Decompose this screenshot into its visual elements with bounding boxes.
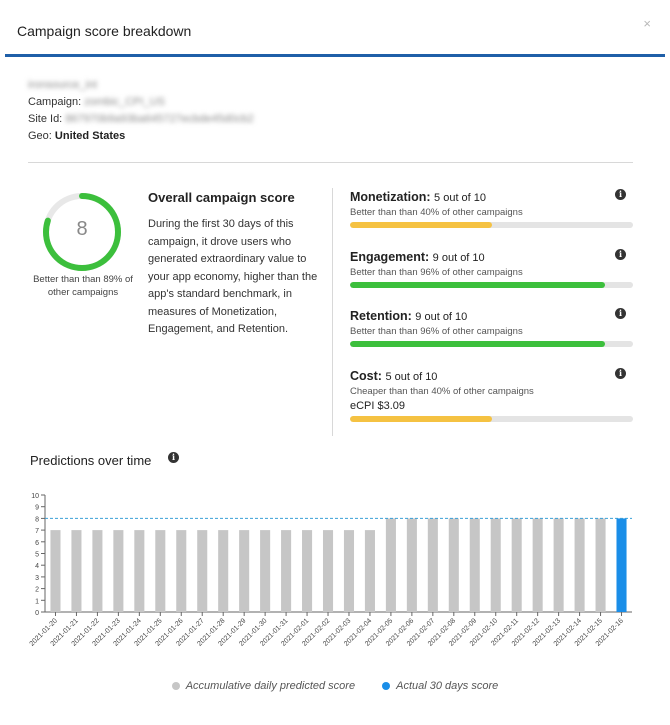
metric-name: Retention: bbox=[350, 309, 412, 323]
info-icon[interactable]: i bbox=[615, 308, 626, 319]
metric-bar bbox=[350, 222, 633, 228]
metric-comparison: Better than than 96% of other campaigns bbox=[350, 326, 523, 337]
section-divider bbox=[28, 162, 633, 163]
campaign-label: Campaign: bbox=[28, 96, 82, 108]
y-tick-label: 1 bbox=[35, 598, 39, 605]
bar-predicted bbox=[469, 518, 480, 612]
modal-title: Campaign score breakdown bbox=[17, 23, 192, 39]
overall-score-value: 8 bbox=[76, 218, 88, 240]
metric-name: Monetization: bbox=[350, 190, 431, 204]
bar-predicted bbox=[50, 530, 61, 612]
y-tick-label: 7 bbox=[35, 528, 39, 535]
bar-predicted bbox=[406, 518, 417, 612]
bar-predicted bbox=[71, 530, 82, 612]
overall-score-caption: Better than than 89% of other campaigns bbox=[33, 274, 133, 298]
metric-score: 5 out of 10 bbox=[385, 371, 438, 383]
y-tick-label: 8 bbox=[35, 516, 39, 523]
bar-predicted bbox=[92, 530, 103, 612]
bar-predicted bbox=[113, 530, 124, 612]
metric-bar-fill bbox=[350, 341, 605, 347]
metric-retention: Retention: 9 out of 10 Better than than … bbox=[350, 309, 635, 347]
modal-header: Campaign score breakdown × bbox=[5, 5, 665, 57]
y-tick-label: 5 bbox=[35, 552, 39, 559]
y-tick-label: 10 bbox=[31, 493, 39, 500]
legend-item-actual[interactable]: Actual 30 days score bbox=[382, 680, 498, 692]
geo-label: Geo: bbox=[28, 130, 52, 142]
metric-bar-fill bbox=[350, 282, 605, 288]
overall-score-gauge bbox=[43, 193, 121, 271]
legend-item-predicted[interactable]: Accumulative daily predicted score bbox=[171, 680, 356, 692]
legend-label: Actual 30 days score bbox=[396, 680, 499, 692]
info-icon[interactable]: i bbox=[615, 368, 626, 379]
metric-score: 9 out of 10 bbox=[432, 252, 485, 264]
vertical-divider bbox=[332, 188, 333, 436]
legend-dot-blue bbox=[382, 682, 391, 690]
bar-predicted bbox=[532, 518, 543, 612]
bar-predicted bbox=[322, 530, 334, 612]
y-tick-label: 6 bbox=[35, 540, 39, 547]
bar-predicted bbox=[385, 518, 396, 612]
metric-comparison: Better than than 40% of other campaigns bbox=[350, 207, 523, 218]
bar-predicted bbox=[218, 530, 229, 612]
metric-name: Engagement: bbox=[350, 250, 430, 264]
campaign-meta: ironsource_int Campaign: zombic_CPI_US S… bbox=[28, 77, 254, 145]
gauge-arc bbox=[43, 193, 121, 271]
bar-predicted bbox=[260, 530, 271, 612]
bar-predicted bbox=[595, 518, 606, 612]
metric-bar bbox=[350, 341, 633, 347]
bar-predicted bbox=[511, 518, 522, 612]
metric-bar-fill bbox=[350, 416, 492, 422]
metric-bar-fill bbox=[350, 222, 492, 228]
predictions-title: Predictions over time bbox=[30, 453, 152, 468]
ecpi-value: eCPI $3.09 bbox=[350, 400, 406, 412]
close-icon[interactable]: × bbox=[643, 16, 651, 31]
bar-predicted bbox=[155, 530, 166, 612]
bar-predicted bbox=[343, 530, 355, 612]
metric-score: 9 out of 10 bbox=[415, 311, 468, 323]
metric-comparison: Better than than 96% of other campaigns bbox=[350, 267, 523, 278]
y-tick-label: 2 bbox=[35, 587, 39, 594]
info-icon[interactable]: i bbox=[615, 189, 626, 200]
chart-legend: Accumulative daily predicted score Actua… bbox=[0, 680, 670, 692]
y-tick-label: 3 bbox=[35, 575, 39, 582]
bar-predicted bbox=[281, 530, 292, 612]
bar-predicted bbox=[134, 530, 145, 612]
bar-predicted bbox=[176, 530, 187, 612]
site-id-label: Site Id: bbox=[28, 113, 63, 125]
bar-predicted bbox=[574, 518, 585, 612]
predictions-chart: 0123456789102021-01-202021-01-212021-01-… bbox=[29, 493, 632, 648]
metric-name: Cost: bbox=[350, 369, 382, 383]
y-tick-label: 9 bbox=[35, 505, 39, 512]
overall-score-title: Overall campaign score bbox=[148, 190, 295, 205]
info-icon[interactable]: i bbox=[615, 249, 626, 260]
bar-predicted bbox=[302, 530, 313, 612]
metric-score: 5 out of 10 bbox=[434, 192, 487, 204]
bar-predicted bbox=[448, 518, 459, 612]
bar-predicted bbox=[490, 518, 501, 612]
site-id-value: 867970b9a93ba645727ecbde45d0cb2 bbox=[65, 113, 254, 125]
metric-comparison: Cheaper than than 40% of other campaigns bbox=[350, 386, 534, 397]
predictions-info-icon[interactable]: i bbox=[168, 452, 179, 463]
bar-predicted bbox=[427, 518, 438, 612]
bar-predicted bbox=[239, 530, 250, 612]
overall-score-description: During the first 30 days of this campaig… bbox=[148, 218, 318, 335]
y-tick-label: 4 bbox=[35, 563, 39, 570]
bar-predicted bbox=[364, 530, 375, 612]
bar-predicted bbox=[197, 530, 208, 612]
metric-bar bbox=[350, 416, 633, 422]
metric-bar bbox=[350, 282, 633, 288]
metric-engagement: Engagement: 9 out of 10 Better than than… bbox=[350, 250, 635, 288]
bar-actual bbox=[616, 518, 627, 612]
metric-monetization: Monetization: 5 out of 10 Better than th… bbox=[350, 190, 635, 228]
legend-dot-gray bbox=[171, 682, 180, 690]
geo-value: United States bbox=[54, 130, 126, 142]
source-name: ironsource_int bbox=[28, 79, 98, 91]
bar-predicted bbox=[553, 518, 564, 612]
metric-cost: Cost: 5 out of 10 Cheaper than than 40% … bbox=[350, 369, 635, 422]
campaign-value: zombic_CPI_US bbox=[84, 96, 165, 108]
legend-label: Accumulative daily predicted score bbox=[185, 680, 356, 692]
y-tick-label: 0 bbox=[35, 610, 39, 617]
